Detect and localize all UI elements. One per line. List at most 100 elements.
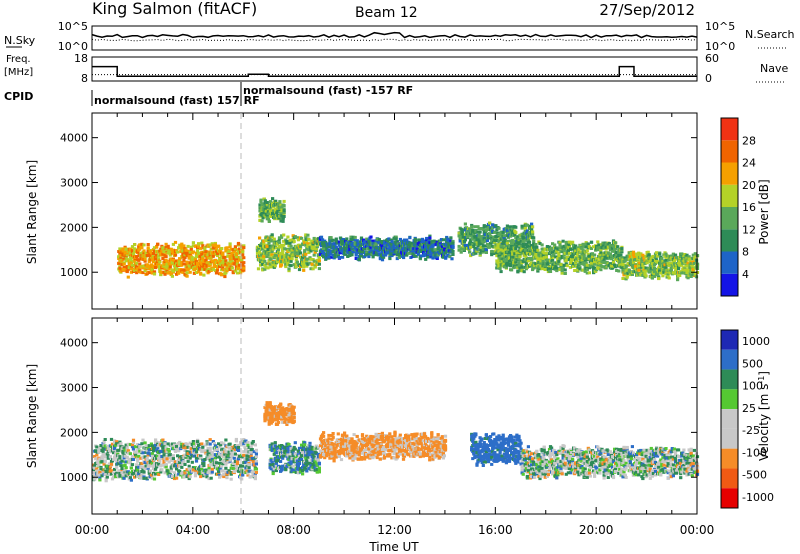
echo-cell: [497, 226, 501, 230]
echo-cell: [171, 457, 175, 460]
noise-left-tick-top: 10^5: [58, 20, 88, 33]
echo-cell: [156, 447, 160, 451]
echo-cell: [353, 242, 357, 246]
echo-cell: [365, 237, 369, 241]
echo-cell: [314, 247, 318, 251]
echo-cell: [311, 267, 315, 271]
echo-cell: [544, 256, 548, 259]
echo-cell: [297, 248, 302, 252]
echo-cell: [562, 246, 566, 250]
echo-cell: [542, 251, 546, 255]
echo-cell: [298, 246, 303, 250]
echo-cell: [197, 443, 201, 447]
echo-cell: [220, 247, 224, 250]
echo-cell: [672, 266, 676, 269]
echo-cell: [666, 272, 670, 276]
echo-cell: [180, 243, 184, 247]
echo-cell: [181, 270, 185, 274]
echo-cell: [604, 242, 608, 246]
colorbar-segment: [721, 118, 738, 141]
echo-cell: [279, 256, 283, 260]
echo-cell: [551, 258, 555, 262]
echo-cell: [165, 469, 169, 473]
echo-cell: [528, 250, 533, 254]
echo-cell: [313, 265, 317, 269]
echo-cell: [167, 249, 171, 253]
echo-cell: [107, 472, 111, 476]
echo-cell: [659, 271, 663, 275]
echo-cell: [620, 265, 624, 269]
echo-cell: [259, 263, 263, 267]
echo-cell: [242, 256, 246, 260]
echo-cell: [444, 251, 448, 255]
echo-cell: [580, 258, 584, 262]
echo-cell: [154, 467, 158, 471]
echo-cell: [95, 467, 99, 471]
echo-cell: [190, 454, 194, 458]
echo-cell: [140, 242, 144, 246]
date-title: 27/Sep/2012: [599, 1, 695, 19]
echo-cell: [206, 256, 210, 260]
echo-cell: [337, 256, 341, 259]
echo-cell: [147, 464, 151, 468]
echo-cell: [210, 259, 214, 263]
echo-cell: [281, 252, 285, 256]
echo-cell: [513, 252, 517, 256]
echo-cell: [169, 257, 173, 261]
freq-right-tick-top: 60: [705, 52, 719, 65]
echo-cell: [106, 454, 110, 458]
echo-cell: [102, 452, 106, 456]
echo-cell: [124, 460, 128, 464]
echo-cell: [554, 255, 558, 259]
echo-cell: [151, 260, 156, 264]
echo-cell: [128, 251, 132, 255]
echo-cell: [115, 465, 119, 469]
echo-cell: [522, 236, 526, 240]
echo-cell: [563, 268, 567, 272]
echo-cell: [368, 250, 372, 254]
echo-cell: [263, 201, 267, 205]
echo-cell: [333, 252, 337, 256]
echo-cell: [532, 266, 536, 270]
echo-cell: [138, 247, 142, 251]
echo-cell: [176, 460, 180, 464]
echo-cell: [112, 451, 116, 455]
echo-cell: [312, 253, 316, 257]
echo-cell: [494, 243, 498, 247]
echo-cell: [519, 244, 523, 248]
echo-cell: [171, 258, 175, 262]
echo-cell: [424, 257, 428, 261]
echo-cell: [620, 256, 624, 260]
echo-cell: [578, 262, 582, 266]
echo-cell: [258, 218, 262, 222]
echo-cell: [177, 472, 181, 476]
echo-cell: [180, 465, 184, 469]
echo-cell: [192, 271, 196, 275]
echo-cell: [262, 254, 266, 258]
echo-cell: [669, 267, 673, 270]
echo-cell: [178, 260, 182, 264]
echo-cell: [192, 447, 196, 450]
echo-cell: [171, 269, 175, 273]
echo-cell: [509, 234, 513, 238]
echo-cell: [266, 217, 270, 221]
echo-cell: [571, 240, 575, 244]
echo-cell: [119, 269, 123, 273]
echo-cell: [617, 253, 621, 257]
echo-cell: [557, 259, 561, 263]
echo-cell: [152, 477, 157, 481]
echo-cell: [492, 250, 496, 254]
echo-cell: [292, 240, 296, 244]
echo-cell: [390, 240, 394, 244]
echo-cell: [575, 257, 579, 261]
echo-cell: [416, 252, 420, 256]
echo-cell: [317, 259, 321, 263]
echo-cell: [278, 207, 282, 210]
echo-cell: [261, 202, 265, 206]
echo-cell: [358, 242, 363, 246]
echo-cell: [182, 456, 186, 460]
echo-cell: [175, 476, 179, 480]
echo-cell: [495, 228, 499, 232]
echo-cell: [468, 242, 472, 246]
echo-cell: [301, 242, 305, 246]
